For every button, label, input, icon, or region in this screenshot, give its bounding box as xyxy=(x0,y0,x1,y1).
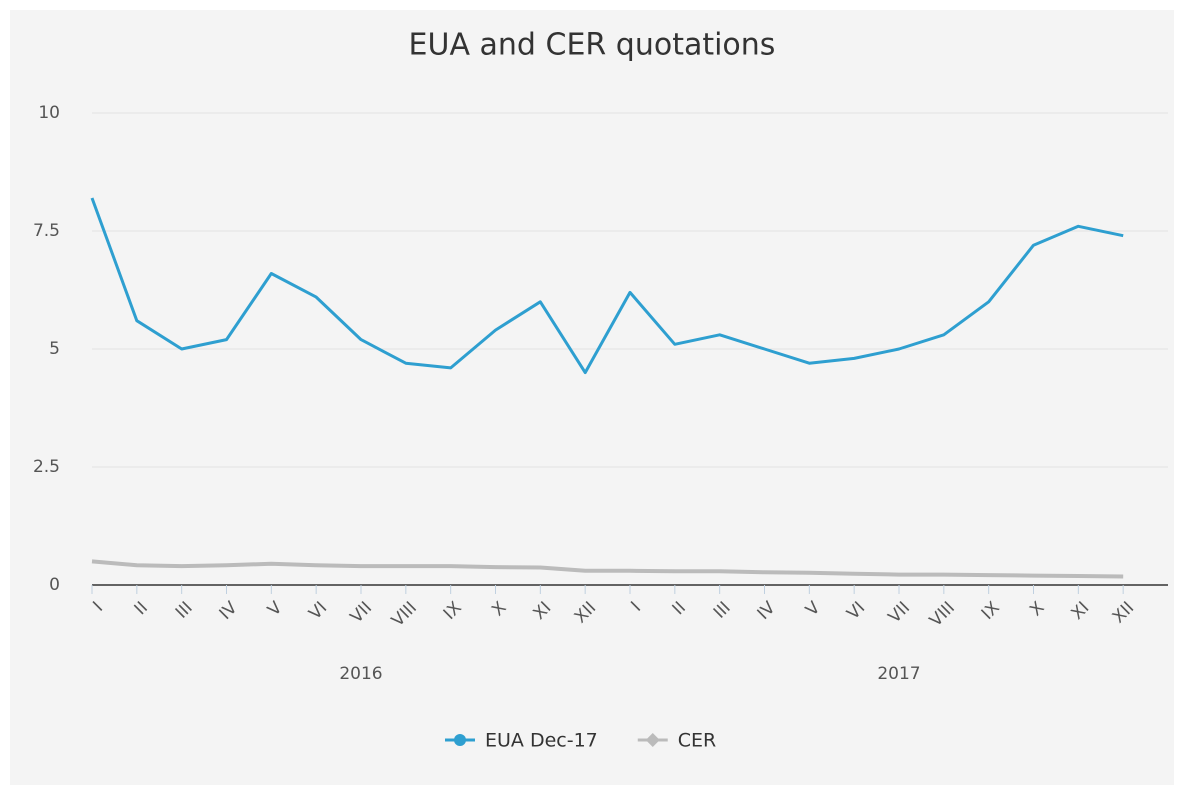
x-group-label: 2016 xyxy=(339,664,382,684)
legend-marker xyxy=(645,733,660,747)
y-tick-label: 7.5 xyxy=(33,221,60,241)
series-line xyxy=(90,197,1124,375)
y-tick-label: 2.5 xyxy=(33,457,60,477)
legend-item: CER xyxy=(637,730,716,752)
legend-item: EUA Dec-17 xyxy=(445,730,598,752)
y-tick-label: 0 xyxy=(49,575,60,595)
y-tick-label: 10 xyxy=(38,103,60,123)
chart-background xyxy=(10,10,1174,785)
y-tick-label: 5 xyxy=(49,339,60,359)
legend-label: EUA Dec-17 xyxy=(485,730,598,752)
legend-marker xyxy=(454,734,466,746)
x-group-label: 2017 xyxy=(877,664,920,684)
legend-label: CER xyxy=(678,730,716,752)
chart-title: EUA and CER quotations xyxy=(409,28,776,63)
series-line xyxy=(91,559,1124,579)
